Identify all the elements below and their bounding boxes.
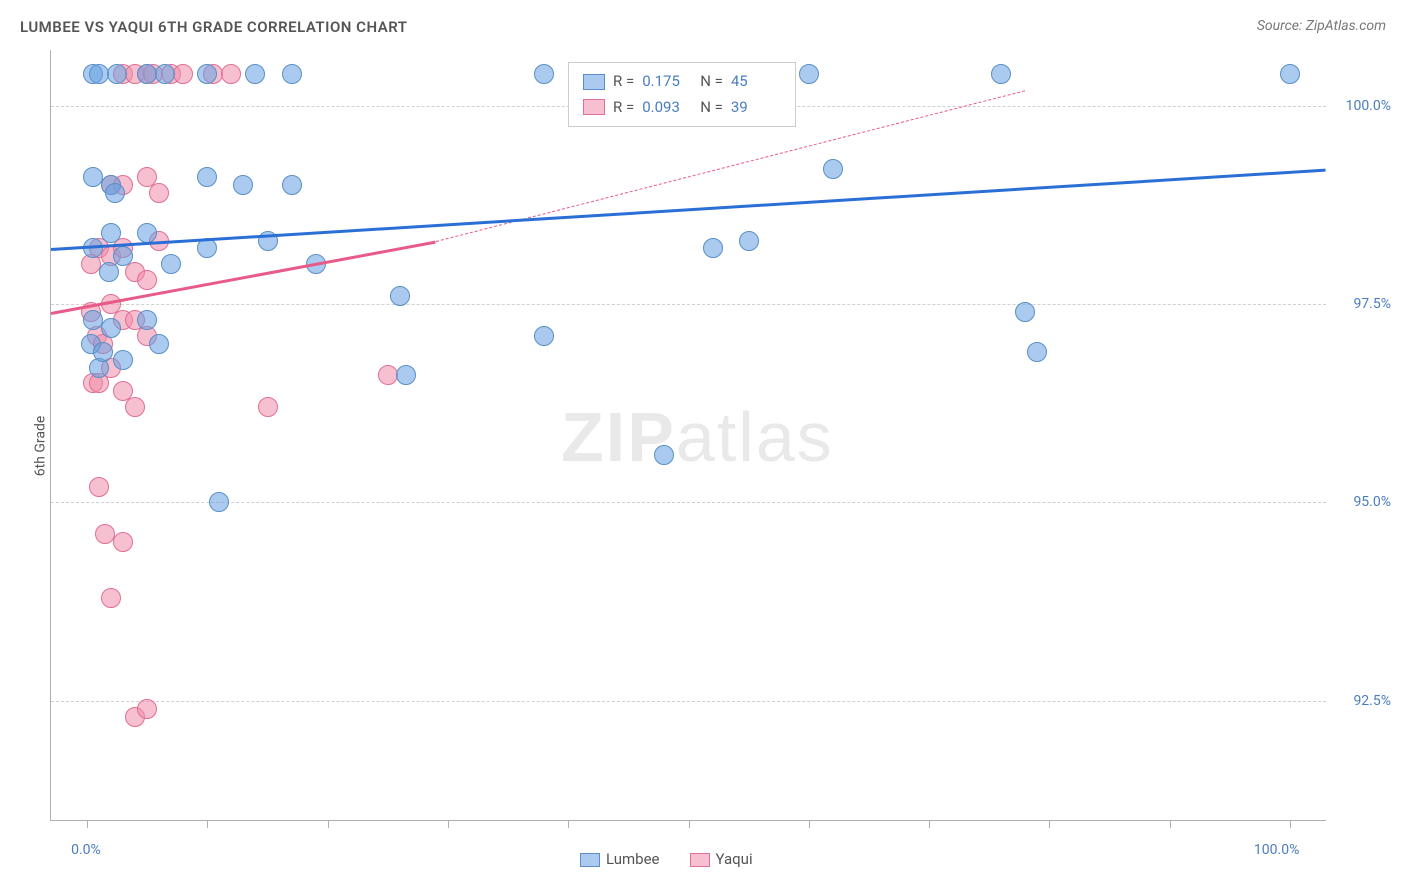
legend-r-label: R = — [613, 95, 634, 121]
x-tick — [207, 820, 208, 828]
scatter-point-lumbee — [654, 445, 674, 465]
scatter-point-lumbee — [245, 64, 265, 84]
legend-label: Lumbee — [606, 850, 660, 868]
scatter-point-lumbee — [390, 286, 410, 306]
watermark: ZIPatlas — [561, 397, 834, 477]
legend-item-lumbee: Lumbee — [580, 850, 660, 868]
y-tick-label: 92.5% — [1331, 693, 1391, 709]
scatter-point-yaqui — [221, 64, 241, 84]
scatter-point-lumbee — [105, 183, 125, 203]
x-tick — [1049, 820, 1050, 828]
scatter-point-lumbee — [137, 64, 157, 84]
scatter-point-lumbee — [83, 167, 103, 187]
scatter-point-yaqui — [173, 64, 193, 84]
scatter-point-lumbee — [149, 334, 169, 354]
scatter-point-lumbee — [739, 231, 759, 251]
x-tick — [328, 820, 329, 828]
scatter-point-lumbee — [534, 326, 554, 346]
legend-n-value: 39 — [731, 95, 781, 121]
scatter-point-yaqui — [258, 397, 278, 417]
x-tick — [448, 820, 449, 828]
gridline — [51, 701, 1326, 702]
legend-n-label: N = — [700, 95, 723, 121]
scatter-point-lumbee — [823, 159, 843, 179]
y-axis-label: 6th Grade — [32, 416, 48, 477]
scatter-point-lumbee — [155, 64, 175, 84]
scatter-point-lumbee — [703, 238, 723, 258]
watermark-atlas: atlas — [676, 398, 834, 476]
scatter-plot-area: ZIPatlas 100.0%97.5%95.0%92.5% — [50, 50, 1326, 821]
scatter-point-lumbee — [197, 64, 217, 84]
legend-swatch-lumbee — [583, 74, 605, 90]
scatter-point-lumbee — [113, 350, 133, 370]
scatter-point-yaqui — [125, 397, 145, 417]
scatter-point-lumbee — [197, 167, 217, 187]
y-tick-label: 95.0% — [1331, 494, 1391, 510]
gridline — [51, 304, 1326, 305]
source-attribution: Source: ZipAtlas.com — [1257, 18, 1386, 34]
x-tick — [689, 820, 690, 828]
scatter-point-lumbee — [991, 64, 1011, 84]
scatter-point-lumbee — [107, 64, 127, 84]
scatter-point-lumbee — [93, 342, 113, 362]
scatter-point-lumbee — [101, 223, 121, 243]
scatter-point-lumbee — [1027, 342, 1047, 362]
scatter-point-lumbee — [161, 254, 181, 274]
scatter-point-lumbee — [282, 175, 302, 195]
legend-row-yaqui: R = 0.093 N = 39 — [583, 95, 781, 121]
scatter-point-yaqui — [137, 699, 157, 719]
scatter-point-yaqui — [89, 477, 109, 497]
x-tick — [568, 820, 569, 828]
scatter-point-lumbee — [1015, 302, 1035, 322]
chart-title: LUMBEE VS YAQUI 6TH GRADE CORRELATION CH… — [20, 18, 408, 36]
legend-label: Yaqui — [716, 850, 753, 868]
legend-swatch-yaqui — [690, 853, 710, 867]
x-tick — [87, 820, 88, 828]
x-tick — [1170, 820, 1171, 828]
scatter-point-lumbee — [137, 223, 157, 243]
scatter-point-yaqui — [113, 532, 133, 552]
legend-item-yaqui: Yaqui — [690, 850, 753, 868]
scatter-point-yaqui — [137, 270, 157, 290]
gridline — [51, 502, 1326, 503]
correlation-legend: R = 0.175 N = 45 R = 0.093 N = 39 — [568, 62, 796, 127]
y-tick-label: 97.5% — [1331, 296, 1391, 312]
x-tick — [929, 820, 930, 828]
scatter-point-lumbee — [396, 365, 416, 385]
scatter-point-lumbee — [99, 262, 119, 282]
scatter-point-lumbee — [83, 310, 103, 330]
scatter-point-lumbee — [1280, 64, 1300, 84]
legend-n-label: N = — [700, 69, 723, 95]
series-legend: Lumbee Yaqui — [580, 850, 753, 868]
scatter-point-lumbee — [233, 175, 253, 195]
legend-n-value: 45 — [731, 69, 781, 95]
legend-r-value: 0.175 — [642, 69, 692, 95]
watermark-zip: ZIP — [561, 398, 676, 476]
legend-swatch-yaqui — [583, 99, 605, 115]
scatter-point-yaqui — [149, 183, 169, 203]
scatter-point-lumbee — [113, 246, 133, 266]
legend-r-label: R = — [613, 69, 634, 95]
scatter-point-lumbee — [101, 318, 121, 338]
scatter-point-lumbee — [89, 64, 109, 84]
scatter-point-lumbee — [534, 64, 554, 84]
scatter-point-yaqui — [378, 365, 398, 385]
x-axis-min-label: 0.0% — [71, 842, 101, 858]
scatter-point-lumbee — [209, 492, 229, 512]
legend-r-value: 0.093 — [642, 95, 692, 121]
legend-row-lumbee: R = 0.175 N = 45 — [583, 69, 781, 95]
x-tick — [1290, 820, 1291, 828]
scatter-point-yaqui — [95, 524, 115, 544]
x-tick — [809, 820, 810, 828]
scatter-point-lumbee — [137, 310, 157, 330]
scatter-point-lumbee — [799, 64, 819, 84]
y-tick-label: 100.0% — [1331, 98, 1391, 114]
scatter-point-yaqui — [101, 588, 121, 608]
scatter-point-lumbee — [282, 64, 302, 84]
legend-swatch-lumbee — [580, 853, 600, 867]
x-axis-max-label: 100.0% — [1254, 842, 1299, 858]
